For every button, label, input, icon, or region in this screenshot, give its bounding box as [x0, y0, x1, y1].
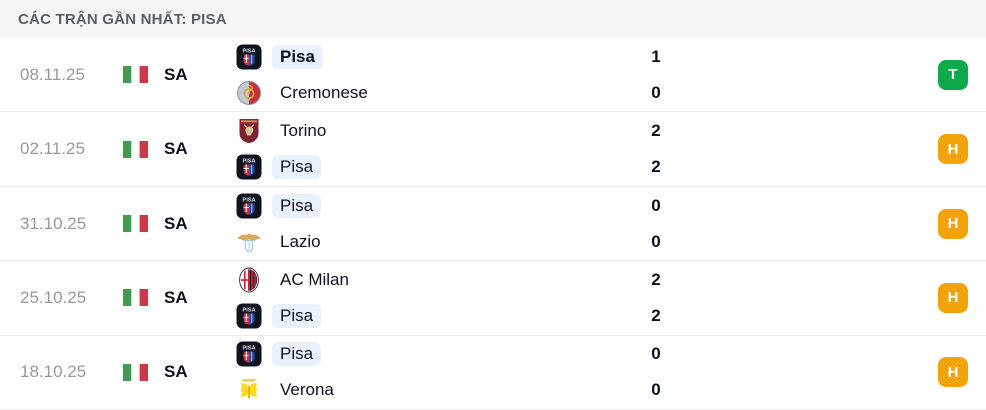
team-score: 2	[651, 269, 661, 289]
team-name[interactable]: Cremonese	[280, 82, 368, 102]
teams-block: AC Milan 2 Pisa 2	[236, 264, 668, 331]
team-score: 2	[651, 121, 661, 141]
team-line: Pisa 2	[236, 152, 668, 183]
team-name[interactable]: AC Milan	[280, 269, 349, 289]
team-logo-icon	[236, 80, 262, 106]
italy-flag-icon	[123, 289, 148, 306]
team-logo-icon	[236, 44, 262, 70]
team-name[interactable]: Pisa	[272, 303, 322, 328]
competition-label: SA	[164, 139, 188, 159]
team-score: 0	[651, 195, 661, 215]
italy-flag-icon	[123, 141, 148, 158]
team-score: 2	[651, 157, 661, 177]
match-row[interactable]: 18.10.25 SA Pisa 0 Verona 0 H	[0, 335, 986, 410]
competition-label: SA	[164, 64, 188, 84]
team-name[interactable]: Pisa	[272, 44, 323, 69]
team-logo-icon	[236, 154, 262, 180]
team-line: Pisa 0	[236, 339, 668, 370]
team-score: 0	[651, 380, 661, 400]
team-name[interactable]: Torino	[280, 121, 327, 141]
team-logo-icon	[236, 341, 262, 367]
result-badge: T	[938, 59, 968, 90]
team-score: 0	[651, 82, 661, 102]
italy-flag-icon	[123, 364, 148, 381]
team-line: Torino 2	[236, 116, 668, 147]
match-row[interactable]: 08.11.25 SA Pisa 1 Cremonese 0 T	[0, 38, 986, 113]
team-logo-icon	[236, 377, 262, 403]
team-line: Verona 0	[236, 375, 668, 406]
match-list: 08.11.25 SA Pisa 1 Cremonese 0 T 02.11.2…	[0, 38, 986, 410]
match-date: 31.10.25	[20, 213, 87, 233]
result-badge: H	[938, 134, 968, 165]
team-name[interactable]: Pisa	[272, 193, 322, 218]
teams-block: Torino 2 Pisa 2	[236, 116, 668, 183]
competition-label: SA	[164, 287, 188, 307]
team-score: 1	[651, 46, 661, 66]
result-badge: H	[938, 282, 968, 313]
team-line: Cremonese 0	[236, 77, 668, 108]
team-line: Lazio 0	[236, 226, 668, 257]
match-date: 25.10.25	[20, 287, 87, 307]
team-name[interactable]: Verona	[280, 380, 334, 400]
team-logo-icon	[236, 229, 262, 255]
match-row[interactable]: 31.10.25 SA Pisa 0 Lazio 0 H	[0, 186, 986, 262]
italy-flag-icon	[123, 215, 148, 232]
teams-block: Pisa 1 Cremonese 0	[236, 41, 668, 108]
team-name[interactable]: Pisa	[272, 155, 322, 180]
team-score: 2	[651, 305, 661, 325]
team-line: AC Milan 2	[236, 264, 668, 295]
team-line: Pisa 1	[236, 41, 668, 72]
result-badge: H	[938, 208, 968, 239]
team-score: 0	[651, 344, 661, 364]
team-line: Pisa 0	[236, 190, 668, 221]
team-logo-icon	[236, 267, 262, 293]
result-badge: H	[938, 357, 968, 388]
widget-header: CÁC TRẬN GẦN NHẤT: PISA	[0, 0, 986, 38]
match-date: 08.11.25	[20, 64, 85, 84]
match-date: 02.11.25	[20, 139, 85, 159]
team-score: 0	[651, 231, 661, 251]
team-line: Pisa 2	[236, 300, 668, 331]
competition-label: SA	[164, 362, 188, 382]
teams-block: Pisa 0 Verona 0	[236, 339, 668, 406]
match-date: 18.10.25	[20, 362, 87, 382]
team-logo-icon	[236, 303, 262, 329]
team-logo-icon	[236, 118, 262, 144]
teams-block: Pisa 0 Lazio 0	[236, 190, 668, 257]
match-row[interactable]: 25.10.25 SA AC Milan 2 Pisa 2 H	[0, 261, 986, 336]
italy-flag-icon	[123, 66, 148, 83]
match-row[interactable]: 02.11.25 SA Torino 2 Pisa 2 H	[0, 112, 986, 187]
team-name[interactable]: Pisa	[272, 342, 322, 367]
competition-label: SA	[164, 213, 188, 233]
team-name[interactable]: Lazio	[280, 231, 321, 251]
widget-title: CÁC TRẬN GẦN NHẤT: PISA	[18, 10, 227, 28]
team-logo-icon	[236, 193, 262, 219]
